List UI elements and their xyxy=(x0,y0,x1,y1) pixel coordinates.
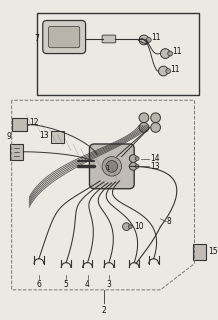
Text: 11: 11 xyxy=(151,34,160,43)
Circle shape xyxy=(166,68,171,74)
Circle shape xyxy=(128,225,132,228)
Text: 6: 6 xyxy=(36,280,41,289)
Circle shape xyxy=(135,164,139,168)
Text: 11: 11 xyxy=(170,65,180,74)
Text: 3: 3 xyxy=(106,280,111,289)
Circle shape xyxy=(129,163,137,170)
Circle shape xyxy=(139,35,149,45)
Text: 2: 2 xyxy=(102,306,106,316)
Text: 5: 5 xyxy=(64,280,69,289)
Circle shape xyxy=(139,123,149,132)
Circle shape xyxy=(106,161,118,172)
Bar xyxy=(37,13,199,95)
FancyBboxPatch shape xyxy=(43,20,86,53)
Text: 12: 12 xyxy=(29,118,39,127)
Text: 4: 4 xyxy=(85,280,90,289)
Bar xyxy=(51,131,64,143)
Circle shape xyxy=(129,155,137,163)
Text: 7: 7 xyxy=(34,35,39,44)
Text: 15: 15 xyxy=(208,247,218,256)
Text: 9: 9 xyxy=(6,132,11,141)
Text: 11: 11 xyxy=(172,47,182,56)
Text: 14: 14 xyxy=(150,154,159,163)
Bar xyxy=(10,144,23,160)
FancyBboxPatch shape xyxy=(49,26,80,48)
Text: 13: 13 xyxy=(150,162,159,171)
Circle shape xyxy=(102,156,122,176)
FancyBboxPatch shape xyxy=(102,35,116,43)
Bar xyxy=(12,118,27,131)
Circle shape xyxy=(160,49,170,59)
Text: 1: 1 xyxy=(106,165,110,171)
FancyBboxPatch shape xyxy=(89,144,134,189)
Text: 10: 10 xyxy=(134,222,144,231)
Circle shape xyxy=(168,51,173,56)
Bar xyxy=(192,244,206,260)
Text: 13: 13 xyxy=(39,131,49,140)
Circle shape xyxy=(139,113,149,123)
Circle shape xyxy=(135,156,139,161)
Circle shape xyxy=(123,223,130,230)
Circle shape xyxy=(151,113,160,123)
Circle shape xyxy=(151,123,160,132)
Circle shape xyxy=(158,66,168,76)
Text: 8: 8 xyxy=(166,217,171,226)
Circle shape xyxy=(146,37,151,42)
